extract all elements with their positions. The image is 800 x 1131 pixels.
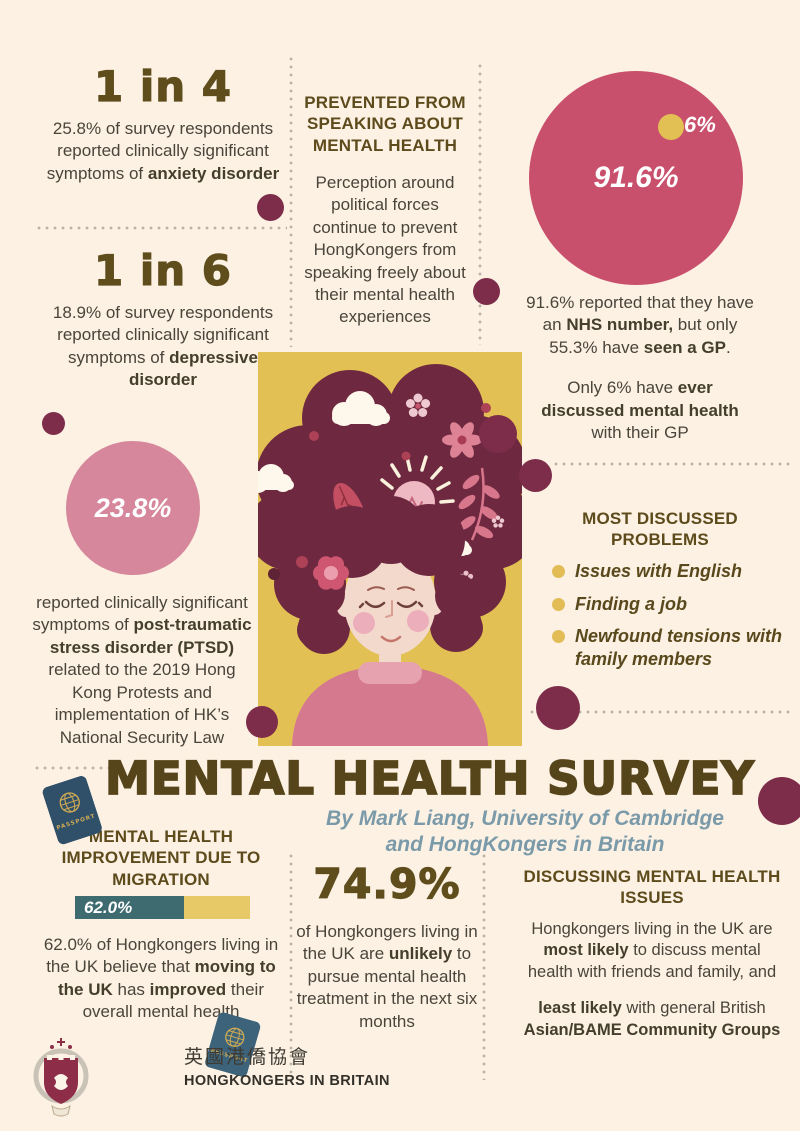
discussing-heading: DISCUSSING MENTAL HEALTH ISSUES (523, 867, 781, 908)
treatment-stat: 74.9% of Hongkongers living in the UK ar… (292, 860, 482, 1033)
hair-dots (296, 403, 491, 606)
deco-circle (473, 278, 500, 305)
deco-circle (758, 777, 800, 825)
flower-icon (442, 422, 482, 458)
deco-circle (257, 194, 284, 221)
passport-icon: PASSPORT (202, 1011, 261, 1083)
treatment-value: 74.9% (313, 860, 461, 908)
bullet-icon (552, 597, 565, 611)
migration-bar: 62.0% (75, 896, 250, 919)
treatment-text: of Hongkongers living in the UK are unli… (296, 922, 478, 1031)
section-prevented: PREVENTED FROM SPEAKING ABOUT MENTAL HEA… (300, 92, 470, 329)
cloud-icon (258, 464, 294, 493)
flower-icon (491, 515, 505, 528)
migration-heading: MENTAL HEALTH IMPROVEMENT DUE TO MIGRATI… (61, 827, 261, 889)
divider-h-right-2 (528, 710, 792, 714)
deco-circle (519, 459, 552, 492)
nhs-paragraph-1: 91.6% reported that they have an NHS num… (526, 293, 754, 357)
list-item: Finding a job (552, 593, 782, 616)
migration-text: 62.0% of Hongkongers living in the UK be… (43, 935, 279, 1022)
bullet-icon (552, 630, 565, 643)
divider-v-bottom-2 (482, 852, 486, 1080)
byline-line1: By Mark Liang, University of Cambridge (326, 807, 724, 830)
woman-face (292, 496, 488, 746)
deco-dot (268, 568, 280, 580)
collar (358, 662, 422, 684)
section-discussing: DISCUSSING MENTAL HEALTH ISSUES Hongkong… (523, 866, 781, 1041)
migration-bar-fill: 62.0% (75, 896, 184, 919)
discussing-paragraph-1: Hongkongers living in the UK are most li… (527, 919, 777, 982)
org-crest-logo (30, 1034, 92, 1125)
ptsd-value: 23.8% (94, 492, 172, 523)
hair-flower-icon (313, 556, 349, 590)
flower-icon (405, 393, 431, 417)
divider-v-top-2 (478, 62, 482, 345)
stat-anxiety-text: 25.8% of survey respondents reported cli… (46, 119, 280, 183)
stat-anxiety-headline: 1 in 4 (93, 62, 232, 111)
org-name-en: HONGKONGERS IN BRITAIN (184, 1073, 390, 1089)
divider-v-top-1 (289, 55, 293, 347)
divider-h-left-top (35, 226, 287, 230)
discussing-paragraph-2: least likely with general British Asian/… (523, 998, 781, 1039)
deco-circle (479, 415, 517, 453)
divider-h-title-left (33, 766, 117, 770)
page-title-wrap: MENTAL HEALTH SURVEY (60, 752, 800, 805)
woman-illustration (258, 352, 522, 746)
ptsd-text: reported clinically significant symptoms… (32, 593, 252, 747)
prevented-heading: PREVENTED FROM SPEAKING ABOUT MENTAL HEA… (304, 93, 466, 155)
org-name: 英國港僑協會 HONGKONGERS IN BRITAIN (184, 1042, 390, 1089)
deco-circle (536, 686, 580, 730)
cloud-icon (332, 391, 390, 426)
ptsd-circle: 23.8% (66, 441, 200, 575)
problems-list: Issues with English Finding a job Newfou… (552, 560, 782, 680)
org-name-zh: 英國港僑協會 (184, 1047, 311, 1068)
leaf-branch-icon (458, 467, 500, 541)
cheek (407, 610, 429, 632)
nhs-text: 91.6% reported that they have an NHS num… (525, 292, 755, 445)
stat-anxiety: 1 in 4 25.8% of survey respondents repor… (38, 62, 288, 185)
byline-line2: and HongKongers in Britain (385, 833, 665, 857)
stat-depression-text: 18.9% of survey respondents reported cli… (52, 303, 274, 390)
list-item: Newfound tensions with family members (552, 625, 782, 670)
nhs-big-value: 91.6% (593, 161, 679, 194)
list-item: Issues with English (552, 560, 782, 583)
nhs-paragraph-2: Only 6% have ever discussed mental healt… (541, 378, 739, 443)
closed-eyes (358, 600, 424, 609)
deco-circle (42, 412, 65, 435)
problems-heading: MOST DISCUSSED PROBLEMS (582, 509, 738, 550)
stat-depression-headline: 1 in 6 (93, 246, 232, 295)
deco-circle (246, 706, 278, 738)
mouth (380, 635, 402, 643)
nhs-small-value: 6% (684, 112, 716, 137)
divider-v-bottom-1 (289, 852, 293, 1084)
nhs-big-circle: 91.6% (529, 71, 743, 285)
page-title: MENTAL HEALTH SURVEY (104, 752, 755, 805)
sweater (292, 666, 488, 746)
nose (385, 600, 393, 618)
bullet-icon (552, 565, 565, 578)
divider-h-right-1 (552, 462, 792, 466)
prevented-body: Perception around political forces conti… (304, 172, 466, 327)
passport-icon: PASSPORT (41, 774, 105, 850)
migration-bar-label: 62.0% (84, 898, 133, 917)
stat-depression: 1 in 6 18.9% of survey respondents repor… (38, 246, 288, 392)
eyebrows (367, 586, 415, 591)
cheek (353, 612, 375, 634)
nhs-small-circle (658, 114, 684, 140)
byline: By Mark Liang, University of Cambridge a… (310, 806, 740, 859)
woman-illustration-svg (258, 352, 522, 746)
